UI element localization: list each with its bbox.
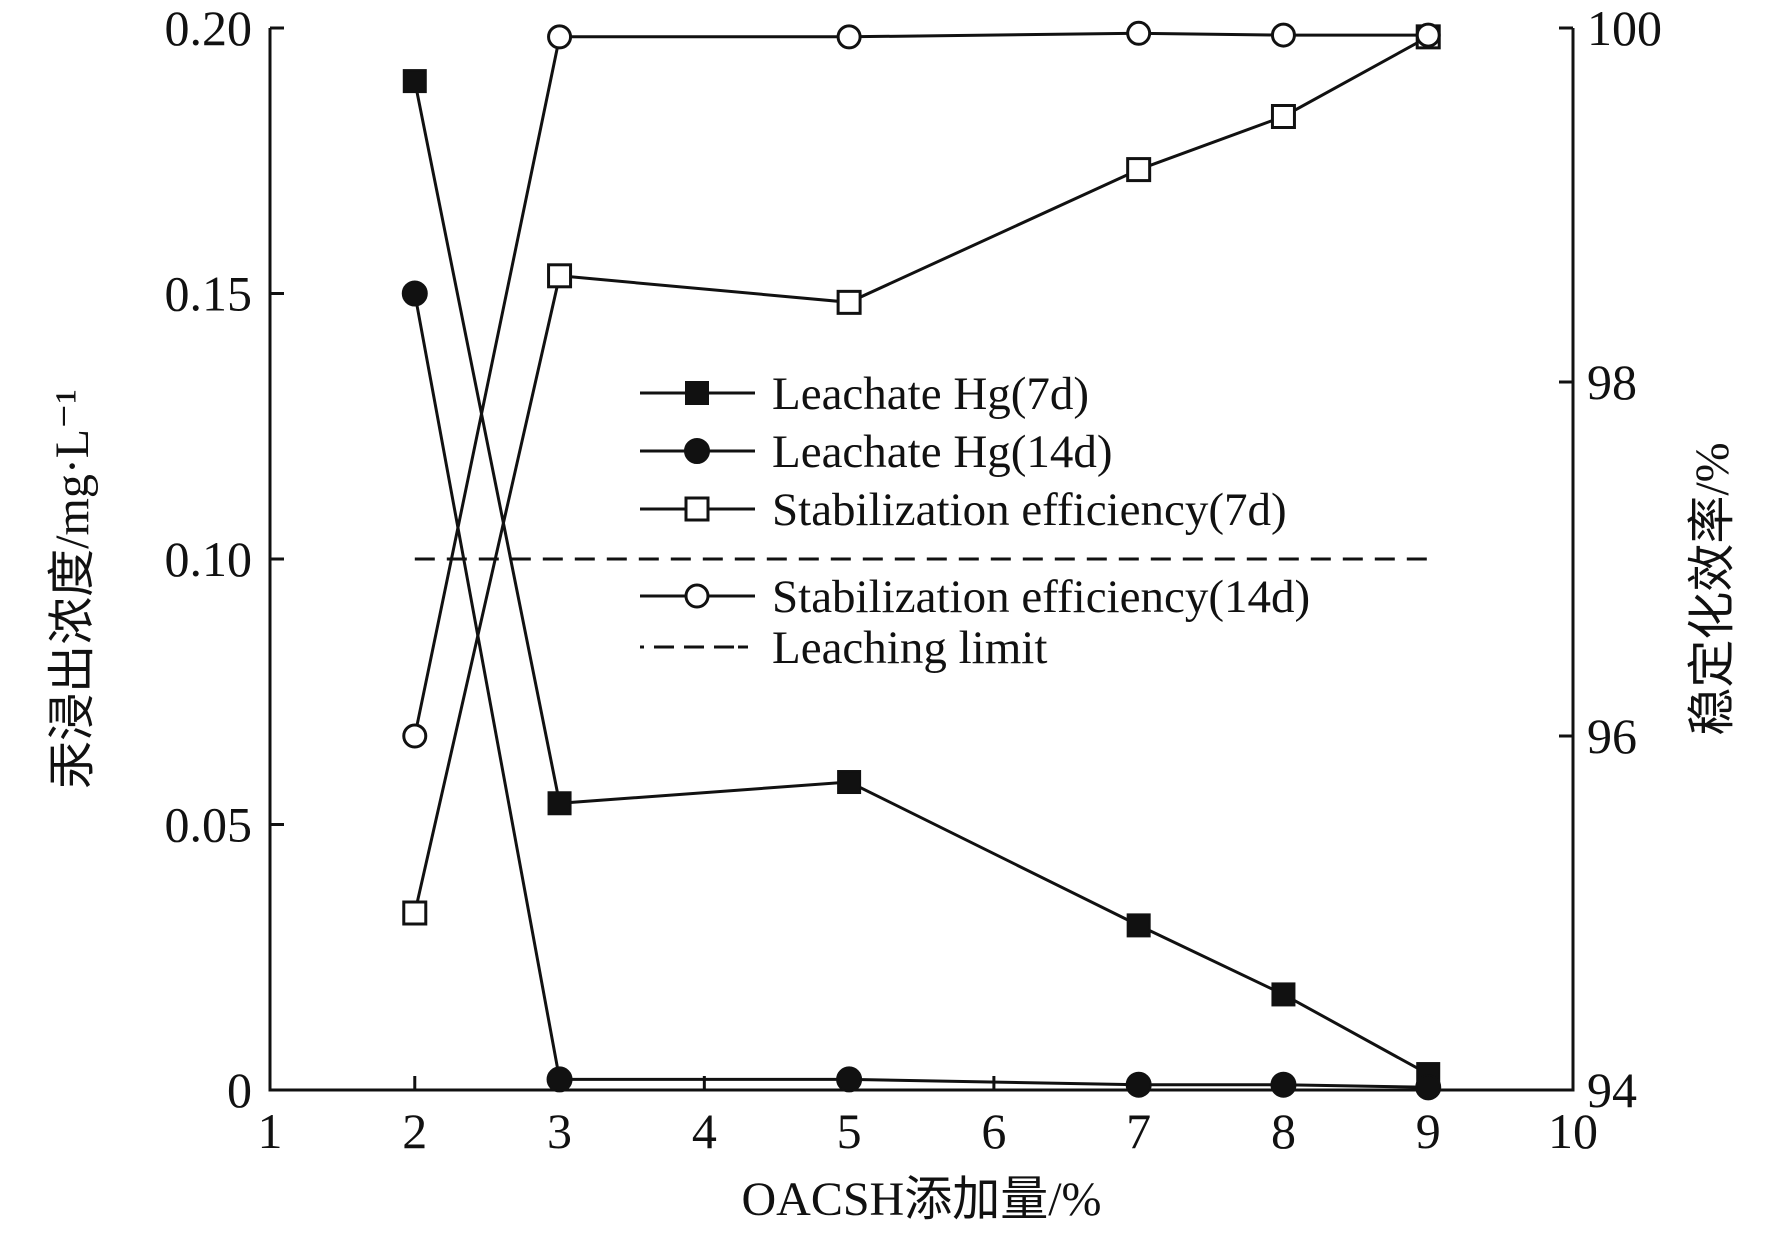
data-point bbox=[836, 1066, 863, 1093]
y-axis-right-title: 稳定化效率/% bbox=[1686, 442, 1739, 735]
data-point bbox=[1415, 22, 1441, 48]
series-line bbox=[413, 80, 1429, 1076]
series-1 bbox=[401, 280, 1442, 1101]
data-point bbox=[1126, 913, 1151, 938]
legend-entry: Stabilization efficiency(14d) bbox=[640, 571, 1310, 623]
legend-swatch-marker bbox=[684, 496, 710, 522]
legend-label: Leachate Hg(7d) bbox=[772, 368, 1089, 420]
data-point bbox=[1271, 982, 1296, 1007]
x-tick-label: 7 bbox=[1126, 1103, 1151, 1159]
legend-label: Leaching limit bbox=[772, 622, 1047, 674]
data-point bbox=[837, 770, 862, 795]
series-line bbox=[413, 35, 1429, 914]
data-point bbox=[1415, 1074, 1442, 1101]
data-point bbox=[547, 24, 573, 50]
y-right-tick-label: 100 bbox=[1587, 0, 1662, 56]
y-left-tick-label: 0.20 bbox=[165, 0, 253, 56]
data-point bbox=[547, 791, 572, 816]
series-line bbox=[413, 293, 1429, 1089]
data-point bbox=[1126, 20, 1152, 46]
legend: Leachate Hg(7d) Leachate Hg(14d) Stabiliza… bbox=[640, 368, 1310, 674]
y-left-tick-label: 0.05 bbox=[165, 797, 253, 853]
data-point bbox=[1126, 157, 1152, 183]
data-point bbox=[836, 24, 862, 50]
data-point bbox=[1270, 1071, 1297, 1098]
y-right-tick-label: 98 bbox=[1587, 354, 1637, 410]
series-line bbox=[413, 31, 1429, 737]
x-tick-label: 10 bbox=[1548, 1103, 1598, 1159]
x-tick-label: 4 bbox=[692, 1103, 717, 1159]
y-right-tick-label: 94 bbox=[1587, 1062, 1637, 1118]
y-left-tick-label: 0.15 bbox=[165, 266, 253, 322]
legend-entry: Leachate Hg(7d) bbox=[640, 368, 1089, 420]
y-left-tick-label: 0 bbox=[227, 1062, 252, 1118]
legend-entry: Leaching limit bbox=[640, 622, 1047, 674]
y-right-tick-label: 96 bbox=[1587, 708, 1637, 764]
legend-entry: Stabilization efficiency(7d) bbox=[640, 484, 1287, 536]
legend-swatch-marker bbox=[684, 438, 710, 464]
x-tick-label: 5 bbox=[837, 1103, 862, 1159]
y-left-tick-label: 0.10 bbox=[165, 531, 253, 587]
data-point bbox=[401, 280, 428, 307]
series-3 bbox=[402, 20, 1441, 749]
x-tick-label: 1 bbox=[258, 1103, 283, 1159]
legend-label: Stabilization efficiency(14d) bbox=[772, 571, 1310, 623]
y-axis-left-title: 汞浸出浓度/mg·L⁻¹ bbox=[46, 389, 99, 789]
x-tick-label: 8 bbox=[1271, 1103, 1296, 1159]
legend-swatch-marker bbox=[685, 381, 709, 405]
legend-label: Stabilization efficiency(7d) bbox=[772, 484, 1287, 536]
data-point bbox=[402, 723, 428, 749]
legend-label: Leachate Hg(14d) bbox=[772, 426, 1113, 478]
series-layer bbox=[401, 20, 1442, 1101]
legend-entry: Leachate Hg(14d) bbox=[640, 426, 1113, 478]
data-point bbox=[1270, 22, 1296, 48]
x-axis-title: OACSH添加量/% bbox=[741, 1173, 1101, 1226]
data-point bbox=[546, 1066, 573, 1093]
data-point bbox=[1270, 104, 1296, 129]
x-tick-label: 2 bbox=[402, 1103, 427, 1159]
data-point bbox=[402, 69, 427, 94]
data-point bbox=[547, 263, 573, 289]
data-point bbox=[402, 900, 428, 926]
data-point bbox=[1125, 1071, 1152, 1098]
x-tick-label: 9 bbox=[1416, 1103, 1441, 1159]
legend-swatch-marker bbox=[684, 583, 710, 609]
x-tick-label: 3 bbox=[547, 1103, 572, 1159]
data-point bbox=[836, 289, 862, 315]
x-tick-label: 6 bbox=[981, 1103, 1006, 1159]
